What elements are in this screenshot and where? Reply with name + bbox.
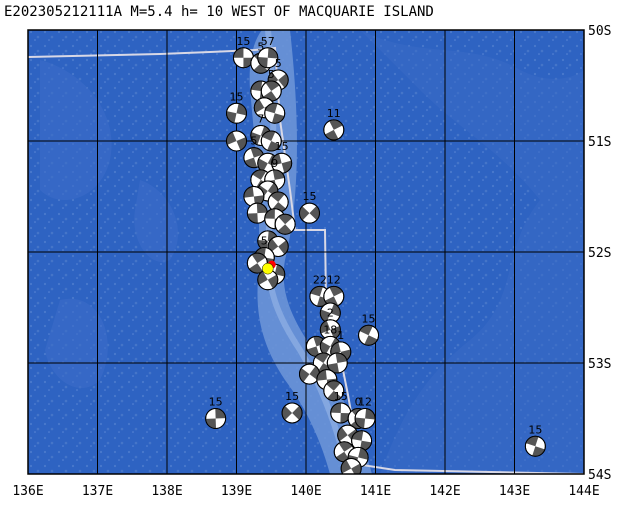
depth-label: 5 (268, 68, 275, 81)
lat-tick-label: 52S (588, 246, 611, 261)
focal-mechanism: 11 (323, 107, 345, 141)
lon-tick-label: 137E (82, 484, 113, 499)
depth-label: 22 (313, 273, 327, 286)
focal-mechanism (267, 235, 289, 257)
focal-mechanism: 12 (354, 396, 376, 429)
depth-label: 18 (323, 323, 337, 336)
depth-label: 12 (327, 273, 341, 286)
depth-label: 5 (257, 40, 264, 53)
event-marker (262, 260, 276, 275)
focal-mechanism: 15 (205, 396, 227, 429)
focal-mechanism: 15 (226, 90, 247, 124)
depth-label: 1 (337, 329, 344, 342)
depth-label: 7 (257, 112, 264, 125)
lon-tick-label: 136E (12, 484, 43, 499)
focal-mechanism (340, 457, 362, 474)
depth-label: 15 (302, 190, 316, 203)
lat-tick-label: 50S (588, 24, 611, 39)
focal-mechanism: 15 (271, 140, 293, 174)
focal-mechanism (264, 102, 286, 124)
focal-mechanism (260, 130, 282, 152)
focal-mechanism: 12 (323, 273, 345, 307)
focal-mechanism: 15 (524, 423, 546, 457)
lon-tick-label: 138E (151, 484, 182, 499)
lon-tick-labels: 136E 137E 138E 139E 140E 141E 142E 143E 144E (12, 484, 599, 499)
depth-label: 15 (362, 312, 376, 325)
depth-label: 15 (528, 423, 542, 436)
map-title: E202305212111A M=5.4 h= 10 WEST OF MACQU… (4, 4, 434, 20)
focal-mechanism (274, 213, 296, 235)
depth-label: 2 (327, 307, 334, 320)
lon-tick-label: 142E (429, 484, 460, 499)
focal-mechanism: 15 (232, 35, 254, 69)
lon-tick-label: 140E (290, 484, 321, 499)
depth-label: 9 (271, 157, 278, 170)
focal-mechanism: 2 (319, 307, 341, 341)
depth-label: 0 (355, 396, 362, 409)
depth-label: 15 (236, 35, 250, 48)
lat-tick-label: 51S (588, 135, 611, 150)
depth-label: 57 (261, 35, 275, 48)
focal-mechanism (323, 380, 345, 402)
depth-label: 5 (261, 235, 268, 248)
focal-mechanism: 57 (257, 35, 279, 69)
lon-tick-label: 143E (499, 484, 530, 499)
event-epicenter-marker (262, 262, 274, 275)
lat-tick-label: 54S (588, 468, 611, 483)
depth-label: 15 (285, 390, 299, 403)
lon-tick-label: 139E (221, 484, 252, 499)
focal-mechanism: 15 (281, 390, 303, 424)
depth-label: 15 (230, 90, 244, 103)
focal-mechanism (257, 269, 279, 291)
focal-mechanism: 15 (298, 190, 320, 224)
focal-mechanism (351, 430, 373, 452)
graticule (28, 30, 584, 474)
lat-tick-label: 53S (588, 357, 611, 372)
focal-mechanism (326, 352, 348, 374)
depth-label: 5 (275, 57, 282, 70)
depth-label: 15 (334, 390, 348, 403)
depth-label: 15 (275, 140, 289, 153)
lat-tick-labels: 50S 51S 52S 53S 54S (588, 24, 611, 483)
focal-mechanism (319, 302, 341, 324)
map-border (27, 29, 585, 475)
lon-tick-label: 141E (360, 484, 391, 499)
depth-label: 12 (358, 396, 372, 409)
lon-tick-label: 144E (568, 484, 599, 499)
focal-mechanism: 15 (358, 312, 380, 346)
focal-mechanism (226, 130, 247, 152)
depth-label: 15 (209, 396, 223, 409)
depth-label: 5 (250, 135, 257, 148)
focal-mechanism (298, 363, 320, 385)
depth-label: 11 (327, 107, 341, 120)
bathymetry-west-patches (40, 60, 179, 389)
